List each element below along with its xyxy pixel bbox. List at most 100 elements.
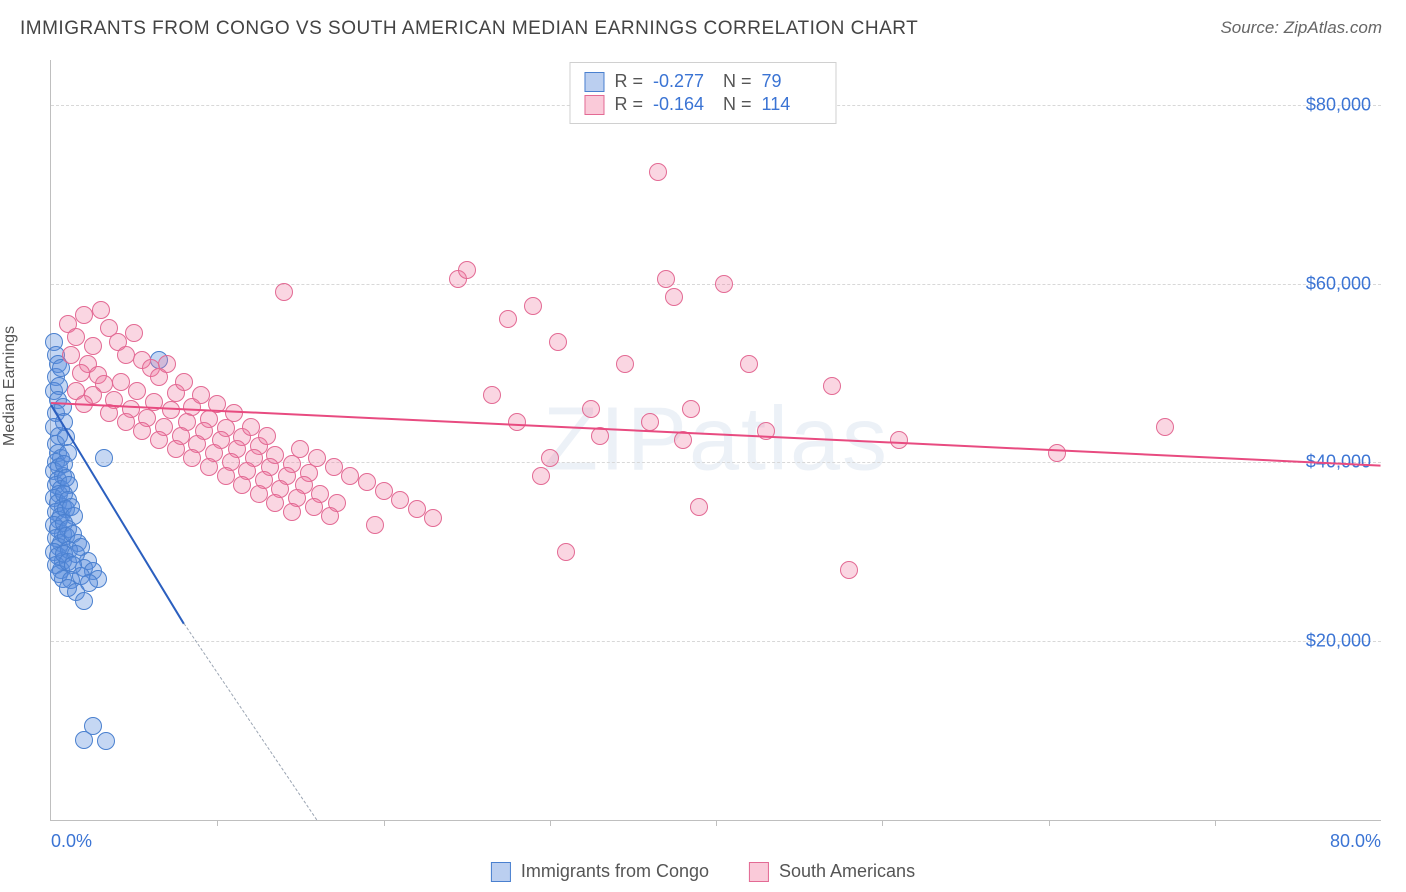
data-point-south_americans	[499, 310, 517, 328]
legend-item-south_americans: South Americans	[749, 861, 915, 882]
data-point-south_americans	[483, 386, 501, 404]
legend-swatch-icon	[584, 95, 604, 115]
data-point-south_americans	[308, 449, 326, 467]
data-point-south_americans	[150, 431, 168, 449]
data-point-south_americans	[84, 337, 102, 355]
x-tick-mark	[1215, 820, 1216, 826]
data-point-south_americans	[840, 561, 858, 579]
data-point-south_americans	[67, 328, 85, 346]
trend-line	[184, 624, 318, 821]
legend-item-congo: Immigrants from Congo	[491, 861, 709, 882]
data-point-south_americans	[665, 288, 683, 306]
data-point-south_americans	[258, 427, 276, 445]
data-point-south_americans	[375, 482, 393, 500]
data-point-south_americans	[549, 333, 567, 351]
data-point-south_americans	[117, 346, 135, 364]
data-point-south_americans	[125, 324, 143, 342]
data-point-south_americans	[217, 467, 235, 485]
data-point-south_americans	[657, 270, 675, 288]
legend-r-label: R =	[614, 94, 643, 115]
data-point-south_americans	[250, 485, 268, 503]
data-point-south_americans	[242, 418, 260, 436]
legend-series-label: Immigrants from Congo	[521, 861, 709, 882]
x-tick-mark	[1049, 820, 1050, 826]
data-point-south_americans	[341, 467, 359, 485]
data-point-south_americans	[508, 413, 526, 431]
legend-n-value: 79	[762, 71, 822, 92]
data-point-south_americans	[225, 404, 243, 422]
data-point-south_americans	[62, 346, 80, 364]
data-point-south_americans	[524, 297, 542, 315]
x-tick-label: 80.0%	[1330, 831, 1381, 852]
data-point-congo	[75, 592, 93, 610]
data-point-south_americans	[823, 377, 841, 395]
data-point-south_americans	[175, 373, 193, 391]
data-point-south_americans	[305, 498, 323, 516]
data-point-south_americans	[167, 440, 185, 458]
data-point-south_americans	[366, 516, 384, 534]
data-point-south_americans	[128, 382, 146, 400]
data-point-south_americans	[541, 449, 559, 467]
data-point-south_americans	[158, 355, 176, 373]
data-point-congo	[97, 732, 115, 750]
data-point-south_americans	[582, 400, 600, 418]
legend-swatch-icon	[749, 862, 769, 882]
correlation-legend: R =-0.277N =79R =-0.164N =114	[569, 62, 836, 124]
legend-swatch-icon	[491, 862, 511, 882]
legend-row-congo: R = -0.277 N = 79	[584, 71, 821, 92]
legend-r-label: R =	[614, 71, 643, 92]
data-point-south_americans	[641, 413, 659, 431]
y-tick-label: $20,000	[1306, 631, 1371, 652]
data-point-south_americans	[616, 355, 634, 373]
legend-n-label: N =	[723, 71, 752, 92]
data-point-south_americans	[890, 431, 908, 449]
data-point-south_americans	[358, 473, 376, 491]
data-point-south_americans	[325, 458, 343, 476]
data-point-south_americans	[408, 500, 426, 518]
data-point-south_americans	[275, 283, 293, 301]
x-tick-label: 0.0%	[51, 831, 92, 852]
legend-r-value: -0.277	[653, 71, 713, 92]
series-legend: Immigrants from Congo South Americans	[491, 861, 915, 882]
y-tick-label: $80,000	[1306, 94, 1371, 115]
data-point-south_americans	[649, 163, 667, 181]
data-point-south_americans	[557, 543, 575, 561]
data-point-south_americans	[117, 413, 135, 431]
data-point-south_americans	[1048, 444, 1066, 462]
source-citation: Source: ZipAtlas.com	[1220, 18, 1382, 38]
data-point-south_americans	[321, 507, 339, 525]
data-point-south_americans	[740, 355, 758, 373]
data-point-south_americans	[424, 509, 442, 527]
legend-row-south_americans: R =-0.164N =114	[584, 94, 821, 115]
x-tick-mark	[384, 820, 385, 826]
data-point-south_americans	[458, 261, 476, 279]
data-point-south_americans	[532, 467, 550, 485]
data-point-south_americans	[715, 275, 733, 293]
data-point-congo	[95, 449, 113, 467]
data-point-south_americans	[75, 306, 93, 324]
data-point-south_americans	[391, 491, 409, 509]
data-point-south_americans	[291, 440, 309, 458]
legend-r-value: -0.164	[653, 94, 713, 115]
data-point-south_americans	[266, 494, 284, 512]
scatter-plot-area: ZIPatlas $20,000$40,000$60,000$80,0000.0…	[50, 60, 1381, 821]
data-point-south_americans	[92, 301, 110, 319]
x-tick-mark	[882, 820, 883, 826]
y-axis-title: Median Earnings	[1, 326, 19, 446]
chart-title: IMMIGRANTS FROM CONGO VS SOUTH AMERICAN …	[20, 18, 918, 40]
data-point-south_americans	[283, 503, 301, 521]
x-tick-mark	[550, 820, 551, 826]
legend-swatch-icon	[584, 72, 604, 92]
legend-n-label: N =	[723, 94, 752, 115]
data-point-south_americans	[72, 364, 90, 382]
data-point-south_americans	[192, 386, 210, 404]
data-point-south_americans	[183, 449, 201, 467]
data-point-south_americans	[233, 476, 251, 494]
data-point-south_americans	[200, 458, 218, 476]
data-point-south_americans	[112, 373, 130, 391]
data-point-south_americans	[682, 400, 700, 418]
legend-series-label: South Americans	[779, 861, 915, 882]
gridline	[51, 641, 1381, 642]
data-point-south_americans	[690, 498, 708, 516]
x-tick-mark	[716, 820, 717, 826]
